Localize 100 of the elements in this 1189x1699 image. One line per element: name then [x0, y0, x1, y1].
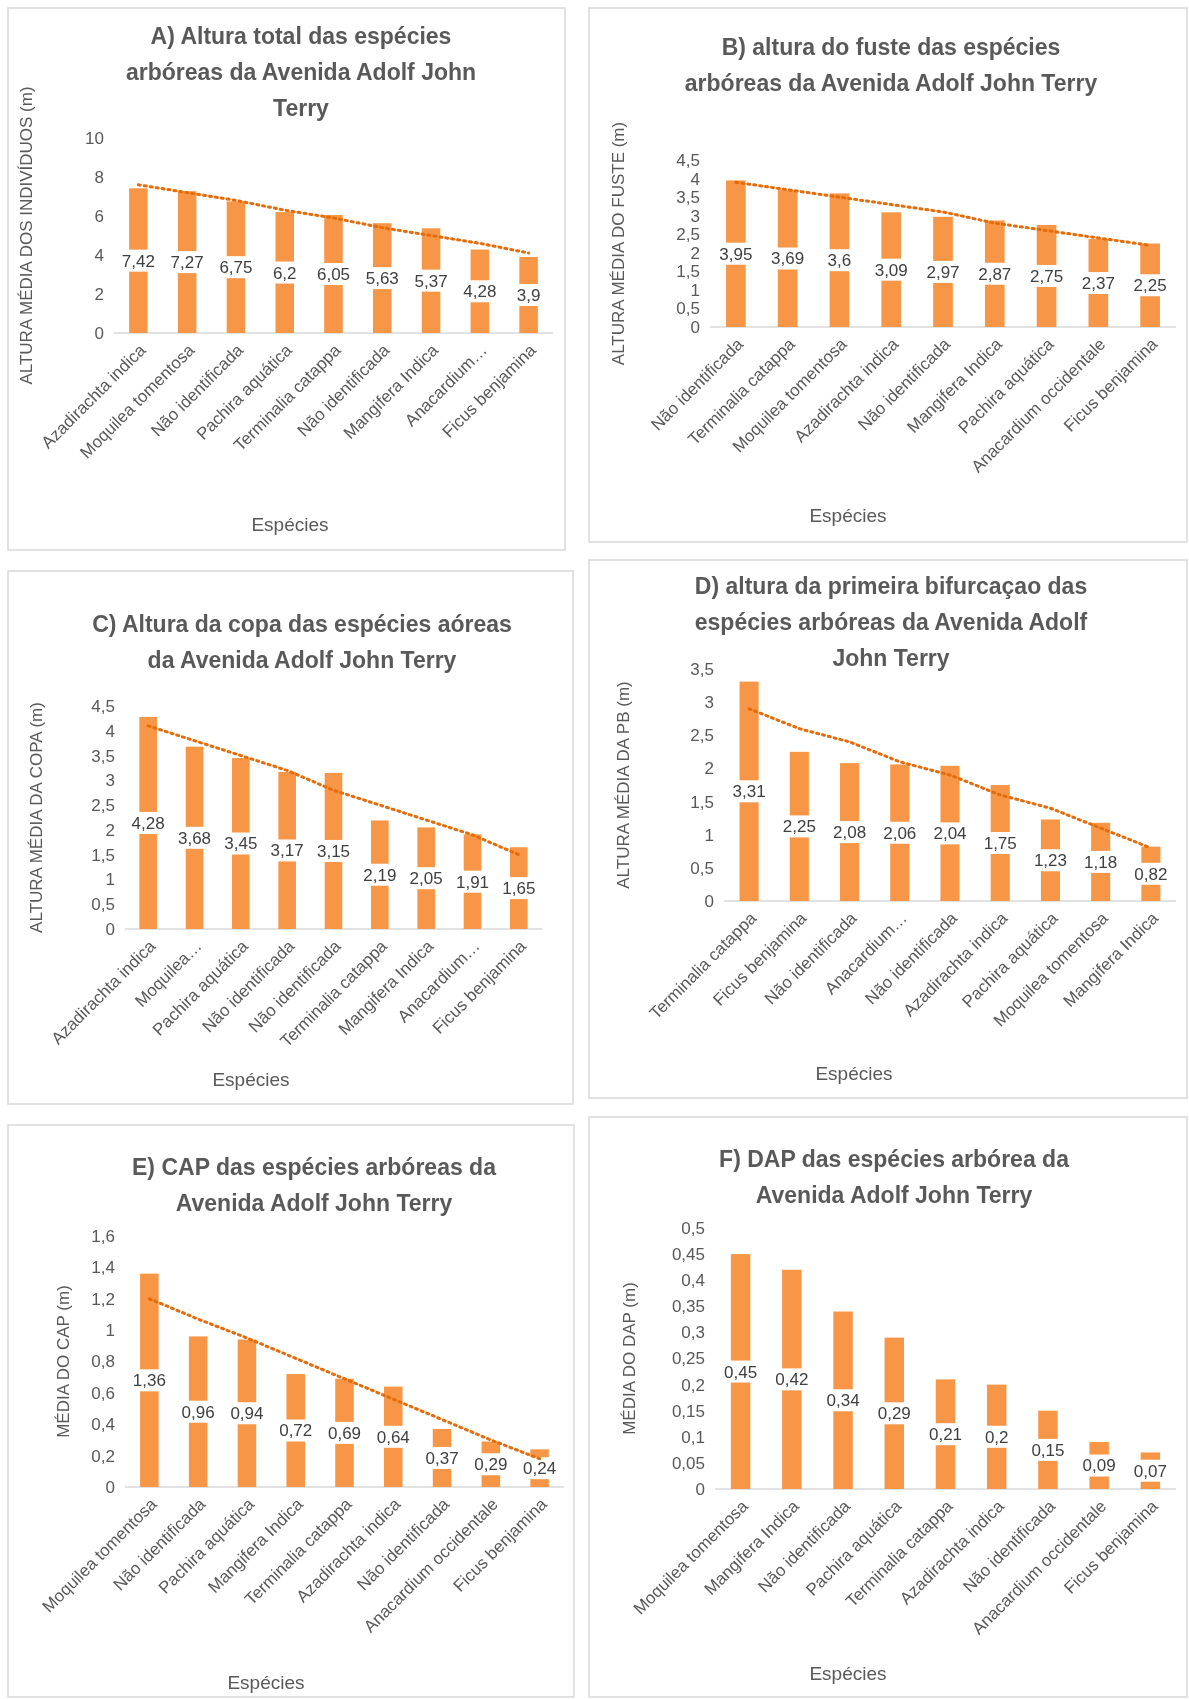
- y-tick-label: 1: [105, 1321, 115, 1341]
- y-tick-label: 0: [690, 317, 700, 337]
- y-tick-label: 4,5: [676, 150, 700, 170]
- chart-title: E) CAP das espécies arbóreas da Avenida Adolf John Terry: [132, 1154, 497, 1217]
- y-tick-label: 0: [695, 1479, 705, 1499]
- data-label: 0,96: [181, 1402, 215, 1422]
- y-tick-label: 4: [690, 169, 700, 189]
- y-tick-label: 1: [690, 280, 700, 300]
- y-tick-label: 4,5: [91, 696, 115, 716]
- data-label: 2,87: [978, 264, 1012, 284]
- y-tick-label: 1,5: [91, 845, 115, 865]
- data-label: 0,82: [1134, 864, 1168, 884]
- y-tick-label: 2,5: [91, 796, 115, 816]
- y-axis-title: ALTURA MÉDIA DA PB (m): [613, 681, 633, 889]
- y-tick-label: 0: [704, 891, 714, 911]
- data-label: 0,72: [279, 1421, 313, 1441]
- data-label: 1,18: [1084, 852, 1118, 872]
- y-tick-label: 0,5: [690, 858, 714, 878]
- y-tick-label: 0: [105, 1477, 115, 1497]
- data-label: 4,28: [463, 282, 497, 302]
- data-label: 0,94: [230, 1404, 264, 1424]
- y-tick-label: 0,4: [91, 1415, 115, 1435]
- data-label: 3,45: [224, 834, 258, 854]
- data-label: 0,69: [327, 1423, 362, 1443]
- y-tick-label: 2,5: [676, 225, 700, 245]
- data-label: 5,63: [365, 269, 399, 289]
- y-tick-label: 2: [105, 820, 115, 840]
- data-label: 7,42: [121, 251, 155, 271]
- y-tick-label: 0,1: [681, 1427, 705, 1447]
- data-label: 2,37: [1081, 273, 1115, 293]
- data-label: 3,17: [270, 841, 304, 861]
- y-tick-label: 2,5: [690, 726, 714, 746]
- data-label: 1,36: [132, 1371, 166, 1391]
- y-tick-label: 0,5: [91, 895, 115, 915]
- data-label: 7,27: [170, 253, 204, 273]
- y-tick-label: 0,35: [671, 1297, 705, 1317]
- y-tick-label: 3: [690, 206, 700, 226]
- y-axis-title: MÉDIA DO DAP (m): [619, 1282, 639, 1435]
- data-label: 2,05: [409, 869, 443, 889]
- data-label: 3,9: [516, 285, 541, 305]
- chart-title: F) DAP das espécies arbórea da Avenida Adolf John Terry: [719, 1146, 1070, 1209]
- data-label: 2,08: [833, 823, 867, 843]
- data-label: 0,09: [1082, 1456, 1116, 1476]
- y-tick-label: 1,4: [91, 1258, 115, 1278]
- y-tick-label: 4: [105, 721, 115, 741]
- data-label: 1,91: [455, 872, 490, 892]
- data-label: 6,75: [219, 258, 253, 278]
- x-axis-title: Espécies: [809, 1663, 887, 1684]
- data-label: 2,25: [1133, 276, 1167, 296]
- data-label: 0,21: [928, 1425, 963, 1445]
- y-tick-label: 2: [704, 759, 714, 779]
- x-axis-title: Espécies: [251, 514, 329, 535]
- y-tick-label: 0,05: [671, 1453, 705, 1473]
- data-label: 0,07: [1133, 1461, 1167, 1481]
- y-tick-label: 0,45: [671, 1245, 705, 1265]
- y-axis-title: MÉDIA DO CAP (m): [53, 1285, 73, 1438]
- y-tick-label: 2: [690, 243, 700, 263]
- data-label: 0,15: [1031, 1440, 1065, 1460]
- data-label: 0,64: [376, 1427, 410, 1447]
- y-tick-label: 1,6: [91, 1226, 115, 1246]
- y-tick-label: 2: [94, 284, 104, 304]
- y-tick-label: 0: [105, 919, 115, 939]
- y-axis-title: ALTURA MÉDIA DOS INDIVÍDUOS (m): [16, 86, 36, 385]
- y-tick-label: 0,4: [681, 1271, 705, 1291]
- y-tick-label: 0,8: [91, 1352, 115, 1372]
- data-label: 4,28: [131, 813, 165, 833]
- y-tick-label: 3: [105, 771, 115, 791]
- data-label: 2,75: [1030, 266, 1064, 286]
- data-label: 0,34: [826, 1391, 860, 1411]
- y-tick-label: 3,5: [676, 188, 700, 208]
- data-label: 2,06: [883, 823, 917, 843]
- y-tick-label: 3,5: [690, 659, 714, 679]
- data-label: 3,09: [874, 260, 908, 280]
- chart-title: C) Altura da copa das espécies aóreas da Avenida Adolf John Terry: [92, 611, 512, 674]
- x-axis-title: Espécies: [227, 1672, 305, 1693]
- data-label: 0,37: [425, 1448, 459, 1468]
- y-tick-label: 0,2: [681, 1375, 705, 1395]
- y-tick-label: 0,25: [671, 1349, 705, 1369]
- y-axis-title: ALTURA MÉDIA DO FUSTE (m): [608, 121, 628, 366]
- y-tick-label: 0: [94, 323, 104, 343]
- y-tick-label: 1,5: [676, 262, 700, 282]
- data-label: 0,2: [984, 1427, 1009, 1447]
- x-axis-title: Espécies: [809, 505, 887, 526]
- y-tick-label: 1: [704, 825, 714, 845]
- data-label: 1,65: [502, 879, 536, 899]
- data-label: 6,2: [272, 263, 297, 283]
- y-tick-label: 6: [94, 206, 104, 226]
- data-label: 3,95: [719, 244, 753, 264]
- data-label: 2,97: [926, 262, 960, 282]
- data-label: 1,75: [983, 833, 1017, 853]
- data-label: 3,69: [771, 249, 805, 269]
- chart-title: B) altura do fuste das espécies arbóreas da Avenida Adolf John Terry: [684, 34, 1098, 97]
- chart-title: A) Altura total das espécies arbóreas da Avenida Adolf John Terry: [125, 23, 477, 122]
- data-label: 2,25: [782, 817, 816, 837]
- data-label: 0,24: [523, 1459, 557, 1479]
- data-label: 2,04: [933, 824, 967, 844]
- y-tick-label: 3,5: [91, 746, 115, 766]
- y-tick-label: 0,6: [91, 1383, 115, 1403]
- y-tick-label: 0,3: [681, 1323, 705, 1343]
- y-tick-label: 1,2: [91, 1289, 115, 1309]
